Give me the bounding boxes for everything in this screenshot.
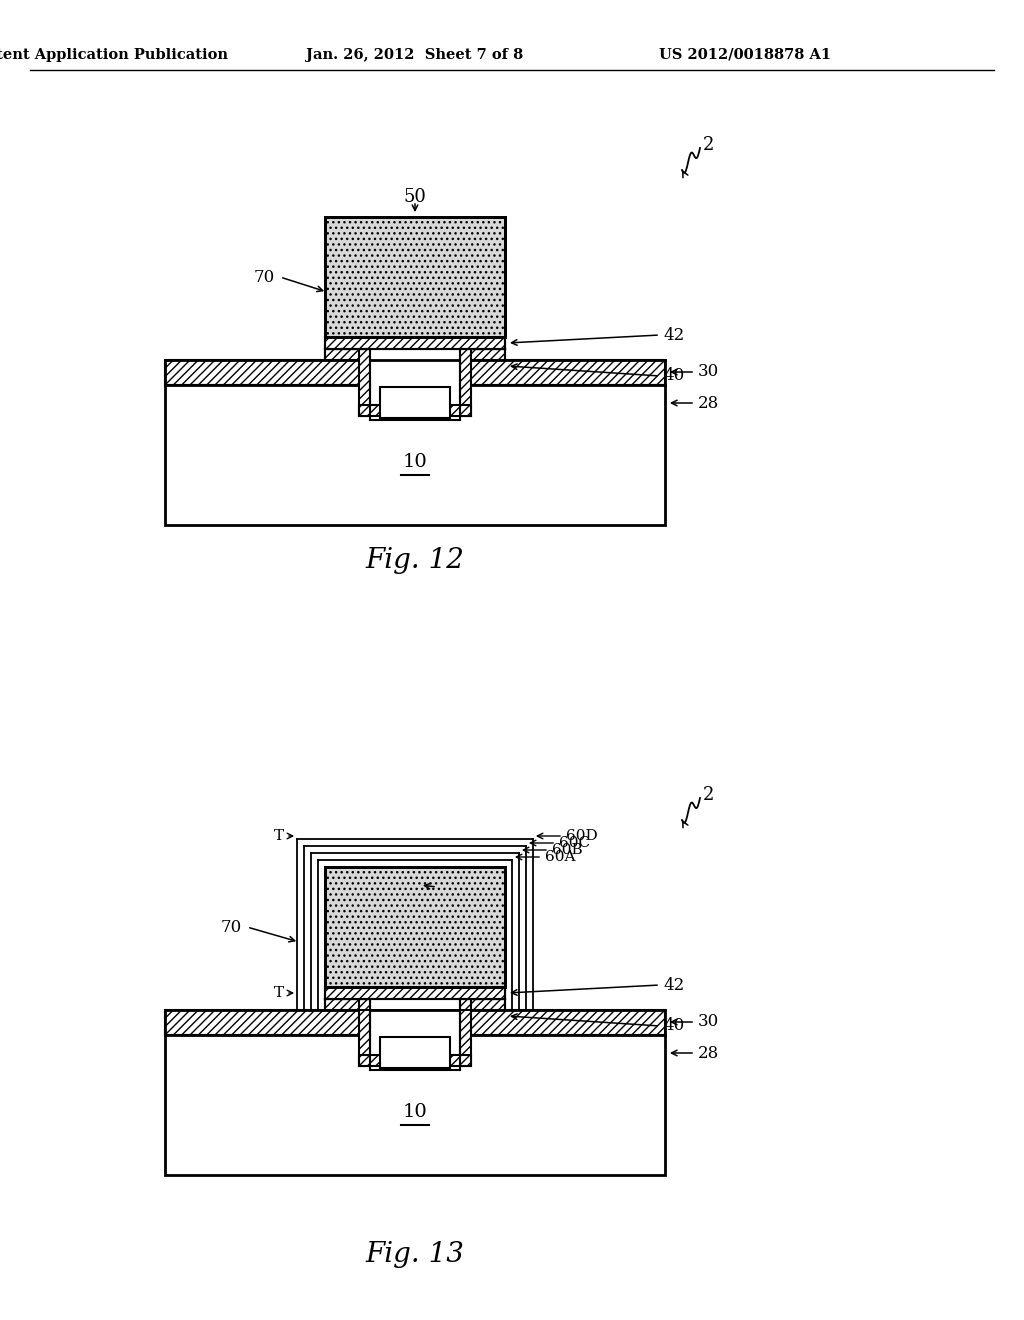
Bar (359, 999, 370, 1067)
Bar (370, 348, 460, 416)
Text: 60A: 60A (545, 850, 575, 865)
Text: 30: 30 (698, 363, 719, 380)
Bar (325, 348, 370, 360)
Bar (165, 1010, 370, 1035)
Text: T: T (273, 829, 284, 843)
Bar (325, 987, 505, 999)
Text: 42: 42 (663, 977, 684, 994)
Bar (165, 1035, 665, 1175)
Bar (460, 999, 471, 1067)
Text: 60D: 60D (566, 829, 598, 843)
Text: 60C: 60C (559, 836, 590, 850)
Bar (325, 216, 505, 337)
Text: 50: 50 (440, 878, 463, 896)
Text: 30: 30 (698, 1014, 719, 1031)
Bar (380, 1038, 450, 1068)
Text: 28: 28 (698, 395, 719, 412)
Text: 70: 70 (221, 919, 242, 936)
Text: 50: 50 (403, 187, 426, 206)
Bar (460, 1010, 665, 1035)
Bar (370, 999, 460, 1067)
Text: 60B: 60B (552, 843, 583, 857)
Bar (165, 360, 370, 385)
Bar (359, 1055, 471, 1067)
Bar (325, 867, 505, 987)
Text: 2: 2 (703, 785, 715, 804)
Text: 42: 42 (663, 326, 684, 343)
Text: T: T (273, 986, 284, 1001)
Bar (325, 337, 505, 348)
Bar (370, 385, 460, 420)
Bar (380, 387, 450, 418)
Text: 70: 70 (254, 268, 275, 285)
Text: Fig. 13: Fig. 13 (366, 1242, 465, 1269)
Text: 10: 10 (402, 1104, 427, 1121)
Bar (325, 999, 370, 1010)
Bar (460, 348, 471, 416)
Text: Patent Application Publication: Patent Application Publication (0, 48, 228, 62)
Bar (460, 360, 665, 385)
Text: 10: 10 (402, 453, 427, 471)
Text: 40: 40 (663, 1018, 684, 1035)
Bar (370, 1035, 460, 1071)
Text: Fig. 12: Fig. 12 (366, 546, 465, 573)
Bar (165, 385, 665, 525)
Text: 2: 2 (703, 136, 715, 154)
Bar (460, 999, 505, 1010)
Text: Jan. 26, 2012  Sheet 7 of 8: Jan. 26, 2012 Sheet 7 of 8 (306, 48, 523, 62)
Text: US 2012/0018878 A1: US 2012/0018878 A1 (658, 48, 831, 62)
Bar (359, 405, 471, 416)
Text: 28: 28 (698, 1044, 719, 1061)
Bar (359, 348, 370, 416)
Text: 40: 40 (663, 367, 684, 384)
Bar (460, 348, 505, 360)
